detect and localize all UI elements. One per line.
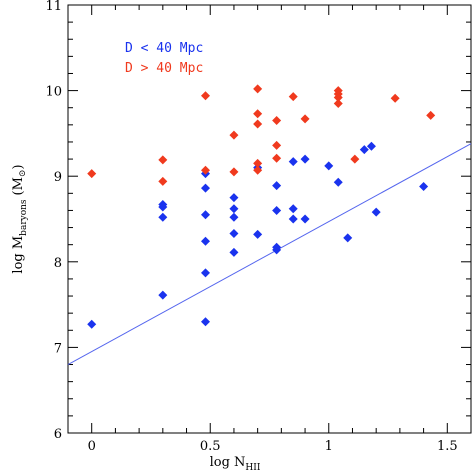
data-point: [253, 84, 263, 94]
data-point: [200, 210, 210, 220]
data-point: [158, 212, 168, 222]
legend: D < 40 Mpc D > 40 Mpc: [125, 41, 203, 76]
y-axis-label-unit-close: ): [11, 164, 26, 169]
data-point: [200, 183, 210, 193]
data-point: [200, 165, 210, 175]
data-point: [419, 181, 429, 191]
x-axis-label-main: log N: [210, 455, 246, 470]
x-axis-label: log NHII: [210, 455, 261, 473]
y-tick-label: 10: [45, 85, 62, 100]
data-point: [229, 130, 239, 140]
x-tick-label: 1: [325, 439, 333, 454]
data-point: [87, 319, 97, 329]
data-point: [300, 214, 310, 224]
data-point: [343, 233, 353, 243]
tick-labels: 0 0.5 1 1.5 6 7 8 9 10 11: [45, 0, 457, 454]
x-tick-label: 0.5: [200, 439, 221, 454]
data-point: [200, 317, 210, 327]
series-far: [87, 84, 436, 186]
y-axis-label-sub: baryons: [19, 199, 29, 236]
data-point: [272, 242, 282, 252]
data-point: [253, 109, 263, 119]
y-tick-label: 11: [45, 0, 62, 14]
data-point: [426, 110, 436, 120]
data-point: [158, 176, 168, 186]
data-point: [371, 207, 381, 217]
data-point: [229, 212, 239, 222]
y-tick-label: 6: [54, 427, 62, 442]
data-point: [158, 290, 168, 300]
data-point: [229, 229, 239, 239]
data-point: [366, 141, 376, 151]
data-point: [288, 157, 298, 167]
data-point: [272, 181, 282, 191]
y-axis-label-unit-sub: ⊙: [18, 170, 28, 178]
y-axis-label: log Mbaryons (M⊙): [11, 164, 29, 273]
data-point: [229, 247, 239, 257]
data-point: [350, 154, 360, 164]
axis-ticks: [67, 4, 472, 434]
data-point: [333, 98, 343, 108]
data-point: [253, 119, 263, 129]
data-point: [288, 214, 298, 224]
x-axis-label-sub: HII: [245, 463, 260, 473]
data-point: [158, 199, 168, 209]
data-point: [253, 229, 263, 239]
data-point: [272, 116, 282, 126]
data-point: [253, 158, 263, 168]
data-point: [87, 169, 97, 179]
data-point: [288, 92, 298, 102]
data-point: [390, 93, 400, 103]
data-point: [229, 193, 239, 203]
y-axis-label-unit: (M: [11, 177, 26, 195]
y-tick-label: 9: [54, 170, 62, 185]
data-point: [359, 145, 369, 155]
data-point: [200, 268, 210, 278]
data-point: [300, 154, 310, 164]
legend-entry-near: D < 40 Mpc: [125, 41, 203, 56]
data-point: [229, 204, 239, 214]
data-point: [300, 114, 310, 124]
x-tick-label: 0: [88, 439, 96, 454]
data-point: [200, 91, 210, 101]
fit-line-group: [67, 143, 472, 365]
data-point: [333, 177, 343, 187]
data-points: [87, 84, 436, 329]
data-point: [288, 204, 298, 214]
y-tick-label: 8: [54, 256, 62, 271]
data-point: [272, 140, 282, 150]
data-point: [272, 205, 282, 215]
legend-entry-far: D > 40 Mpc: [125, 61, 203, 76]
data-point: [324, 161, 334, 171]
y-axis-label-main: log M: [11, 236, 26, 274]
y-tick-label: 7: [54, 341, 62, 356]
data-point: [229, 167, 239, 177]
data-point: [333, 86, 343, 96]
x-tick-label: 1.5: [437, 439, 458, 454]
data-point: [253, 165, 263, 175]
data-point: [200, 236, 210, 246]
data-point: [272, 153, 282, 163]
plot-frame: [67, 4, 472, 434]
data-point: [158, 155, 168, 165]
fit-line: [67, 143, 472, 365]
